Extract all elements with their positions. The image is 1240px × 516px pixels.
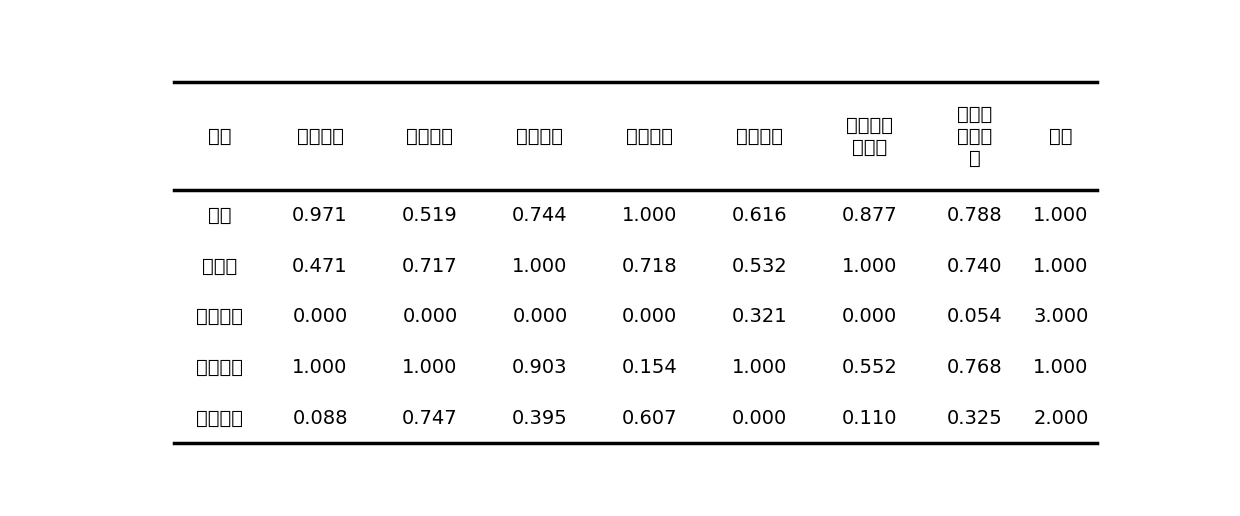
Text: 品种: 品种 (208, 126, 232, 146)
Text: 0.000: 0.000 (732, 409, 787, 428)
Text: 新梢差值: 新梢差值 (737, 126, 784, 146)
Text: 0.000: 0.000 (293, 308, 347, 326)
Text: 0.744: 0.744 (512, 206, 568, 225)
Text: 3.000: 3.000 (1033, 308, 1089, 326)
Text: 1.000: 1.000 (1033, 256, 1089, 276)
Text: 0.740: 0.740 (947, 256, 1003, 276)
Text: 胸径差值: 胸径差值 (516, 126, 563, 146)
Text: 0.903: 0.903 (512, 358, 568, 377)
Text: 0.747: 0.747 (402, 409, 458, 428)
Text: 1.000: 1.000 (293, 358, 347, 377)
Text: 0.395: 0.395 (512, 409, 568, 428)
Text: 金叶槐: 金叶槐 (202, 256, 237, 276)
Text: 0.877: 0.877 (842, 206, 898, 225)
Text: 金叶白蜡: 金叶白蜡 (196, 358, 243, 377)
Text: 1.000: 1.000 (402, 358, 458, 377)
Text: 0.471: 0.471 (293, 256, 348, 276)
Text: 1.000: 1.000 (842, 256, 898, 276)
Text: 0.616: 0.616 (732, 206, 787, 225)
Text: 0.000: 0.000 (622, 308, 677, 326)
Text: 0.768: 0.768 (947, 358, 1003, 377)
Text: 0.532: 0.532 (732, 256, 787, 276)
Text: 2.000: 2.000 (1033, 409, 1089, 428)
Text: 0.000: 0.000 (402, 308, 458, 326)
Text: 冠幅差值: 冠幅差值 (407, 126, 454, 146)
Text: 0.321: 0.321 (732, 308, 787, 326)
Text: 1.000: 1.000 (1033, 206, 1089, 225)
Text: 国槐: 国槐 (208, 206, 232, 225)
Text: 0.325: 0.325 (947, 409, 1003, 428)
Text: 1.000: 1.000 (732, 358, 787, 377)
Text: 西府海棠: 西府海棠 (196, 409, 243, 428)
Text: 1.000: 1.000 (622, 206, 677, 225)
Text: 0.718: 0.718 (622, 256, 677, 276)
Text: 综合隶
属函数
值: 综合隶 属函数 值 (957, 105, 992, 168)
Text: 株高差值: 株高差值 (296, 126, 343, 146)
Text: 0.000: 0.000 (842, 308, 898, 326)
Text: 新梢叶片
数差值: 新梢叶片 数差值 (846, 116, 893, 156)
Text: 1.000: 1.000 (512, 256, 568, 276)
Text: 基径差值: 基径差值 (626, 126, 673, 146)
Text: 0.519: 0.519 (402, 206, 458, 225)
Text: 0.607: 0.607 (622, 409, 677, 428)
Text: 0.788: 0.788 (947, 206, 1003, 225)
Text: 0.054: 0.054 (947, 308, 1003, 326)
Text: 0.971: 0.971 (293, 206, 348, 225)
Text: 0.717: 0.717 (402, 256, 458, 276)
Text: 1.000: 1.000 (1033, 358, 1089, 377)
Text: 0.110: 0.110 (842, 409, 898, 428)
Text: 排名: 排名 (1049, 126, 1073, 146)
Text: 速生白蜡: 速生白蜡 (196, 308, 243, 326)
Text: 0.154: 0.154 (622, 358, 678, 377)
Text: 0.000: 0.000 (512, 308, 568, 326)
Text: 0.552: 0.552 (842, 358, 898, 377)
Text: 0.088: 0.088 (293, 409, 347, 428)
